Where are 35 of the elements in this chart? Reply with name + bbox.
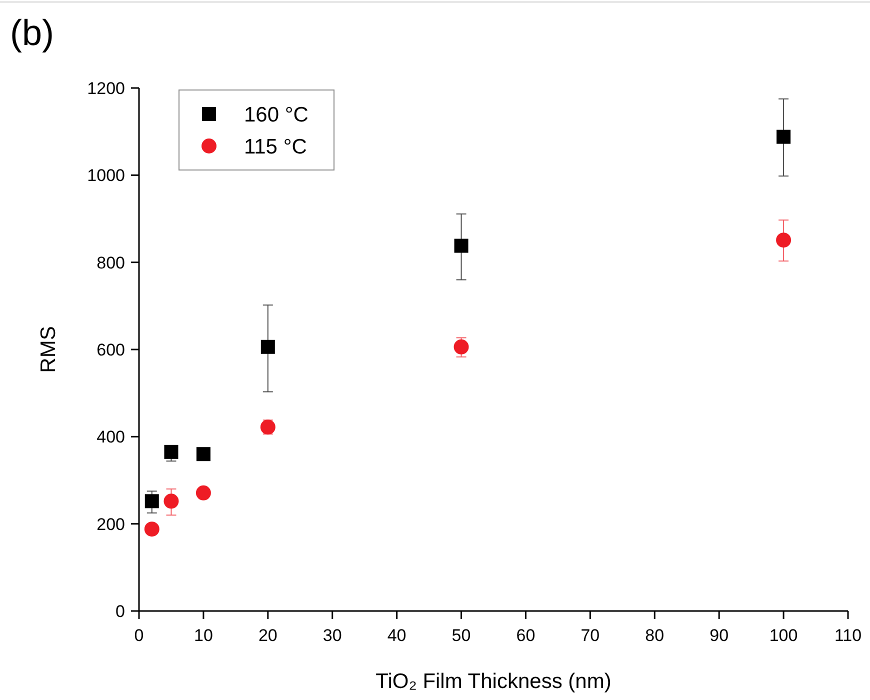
point	[454, 339, 469, 354]
y-tick-label: 1000	[87, 166, 125, 186]
x-tick-label: 70	[580, 626, 600, 645]
point	[164, 444, 178, 459]
point	[260, 340, 275, 354]
x-tick-label: 10	[194, 626, 213, 645]
point	[164, 494, 179, 509]
x-tick-label: 110	[834, 626, 862, 645]
point	[776, 130, 791, 144]
x-tick-label: 30	[322, 626, 342, 645]
point	[144, 494, 159, 508]
point	[144, 522, 160, 537]
legend-label: 115 °C	[244, 135, 307, 158]
x-tick-label: 40	[387, 626, 406, 645]
chart-title: (b)	[10, 12, 54, 53]
x-tick-label: 100	[769, 626, 798, 645]
x-tick-label: 0	[134, 626, 144, 645]
y-tick-label: 1200	[87, 78, 125, 98]
y-tick-label: 800	[96, 253, 125, 272]
point	[454, 238, 468, 253]
x-tick-label: 50	[452, 626, 471, 645]
y-tick-label: 400	[96, 428, 125, 447]
x-axis-title: TiO₂ Film Thickness (nm)	[376, 670, 612, 693]
y-tick-label: 0	[116, 602, 125, 621]
y-tick-label: 200	[96, 514, 125, 534]
x-tick-label: 20	[258, 626, 278, 645]
x-tick-label: 90	[710, 626, 729, 645]
point	[196, 485, 211, 500]
y-tick-label: 600	[96, 340, 125, 360]
legend-label: 160 °C	[244, 103, 308, 126]
point	[776, 232, 792, 248]
x-tick-label: 60	[516, 626, 536, 645]
y-axis-title: RMS	[37, 326, 60, 373]
x-tick-label: 80	[645, 626, 664, 645]
point	[196, 447, 210, 462]
